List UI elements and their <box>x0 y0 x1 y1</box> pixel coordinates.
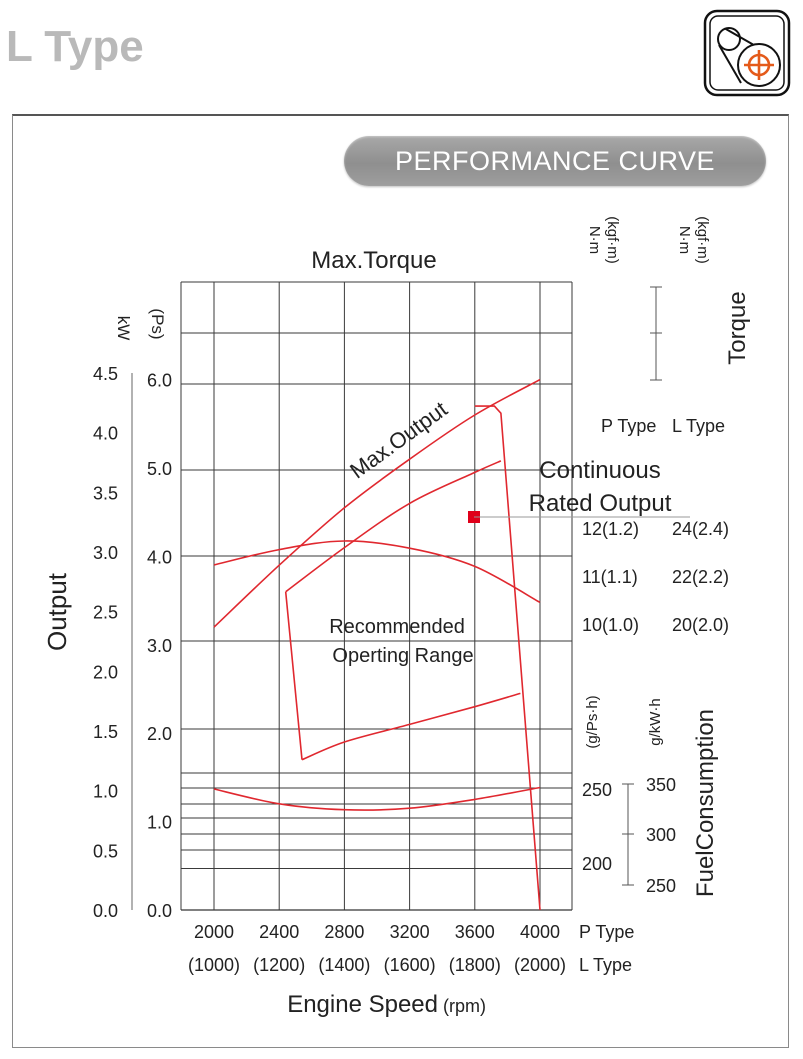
output-axis-label: Output <box>42 572 72 651</box>
torque-p-type-label: P Type <box>601 416 656 436</box>
ps-tick-label: 4.0 <box>147 547 172 567</box>
kw-tick-label: 0.5 <box>93 841 118 861</box>
series-curve-2 <box>285 460 502 593</box>
x-p-type-label: P Type <box>579 922 634 942</box>
x-tick-label-l: (1200) <box>253 955 305 975</box>
fuel-l-tick-label: 350 <box>646 775 676 795</box>
fuel-l-unit-label: g/kW·h <box>647 698 664 746</box>
ps-tick-label: 1.0 <box>147 813 172 833</box>
chart-frame <box>12 114 789 1048</box>
rated-output-label-line2: Rated Output <box>529 490 672 517</box>
fuel-p-tick-label: 250 <box>582 780 612 800</box>
torque-p-unit-sub-label: (kgf·m) <box>604 216 621 264</box>
x-tick-label-l: (1400) <box>318 955 370 975</box>
series-curve-0 <box>213 540 541 604</box>
x-tick-label-p: 2000 <box>194 922 234 942</box>
torque-l-tick-label: 24(2.4) <box>672 519 729 539</box>
kw-tick-label: 3.0 <box>93 543 118 563</box>
fuel-axis-label: FuelConsumption <box>692 709 719 897</box>
series-curve-3 <box>213 786 541 811</box>
pulley-crosshair-icon <box>703 9 791 97</box>
ps-tick-label: 6.0 <box>147 371 172 391</box>
series-curve-1 <box>213 378 541 628</box>
ps-tick-label: 3.0 <box>147 636 172 656</box>
torque-axis-label: Torque <box>724 291 751 364</box>
kw-tick-label: 0.0 <box>93 901 118 921</box>
torque-l-type-label: L Type <box>672 416 725 436</box>
ps-unit-label: (Ps) <box>148 308 167 339</box>
range-bottom-edge <box>301 692 521 761</box>
kw-tick-label: 4.0 <box>93 424 118 444</box>
ps-tick-label: 2.0 <box>147 724 172 744</box>
x-axis-label: Engine Speed <box>287 991 438 1018</box>
x-tick-label-p: 4000 <box>520 922 560 942</box>
fuel-p-unit-label: (g/Ps·h) <box>584 695 601 748</box>
ps-tick-label: 5.0 <box>147 459 172 479</box>
kw-tick-label: 1.0 <box>93 782 118 802</box>
x-axis-unit-label: (rpm) <box>443 996 486 1016</box>
x-tick-label-l: (1000) <box>188 955 240 975</box>
recommended-range-label-line1: Recommended <box>329 616 465 638</box>
torque-p-tick-label: 12(1.2) <box>582 519 639 539</box>
kw-tick-label: 4.5 <box>93 364 118 384</box>
kw-tick-label: 2.0 <box>93 662 118 682</box>
x-tick-label-l: (1600) <box>384 955 436 975</box>
x-tick-label-p: 3200 <box>390 922 430 942</box>
torque-l-unit-sub-label: (kgf·m) <box>694 216 711 264</box>
torque-l-unit-label: N·m <box>676 226 693 254</box>
torque-l-tick-label: 20(2.0) <box>672 615 729 635</box>
page-title: L Type <box>6 22 144 71</box>
torque-l-tick-label: 22(2.2) <box>672 567 729 587</box>
recommended-range-label-line2: Operting Range <box>332 645 473 667</box>
x-tick-label-l: (2000) <box>514 955 566 975</box>
fuel-p-tick-label: 200 <box>582 854 612 874</box>
x-tick-label-p: 3600 <box>455 922 495 942</box>
fuel-l-tick-label: 250 <box>646 876 676 896</box>
kw-tick-label: 1.5 <box>93 722 118 742</box>
max-torque-label: Max.Torque <box>311 247 436 274</box>
governor-drop-line <box>474 405 541 911</box>
torque-p-tick-label: 11(1.1) <box>582 567 638 587</box>
x-tick-label-p: 2400 <box>259 922 299 942</box>
performance-curve-banner: PERFORMANCE CURVE <box>344 136 766 186</box>
kw-tick-label: 3.5 <box>93 483 118 503</box>
x-tick-label-l: (1800) <box>449 955 501 975</box>
x-tick-label-p: 2800 <box>324 922 364 942</box>
kw-unit-label: kW <box>114 316 133 341</box>
ps-tick-label: 0.0 <box>147 901 172 921</box>
rated-output-label-line1: Continuous <box>539 457 660 484</box>
torque-p-tick-label: 10(1.0) <box>582 615 639 635</box>
x-l-type-label: L Type <box>579 955 632 975</box>
range-left-edge <box>284 591 303 760</box>
kw-tick-label: 2.5 <box>93 603 118 623</box>
fuel-l-tick-label: 300 <box>646 825 676 845</box>
torque-p-unit-label: N·m <box>586 226 603 254</box>
